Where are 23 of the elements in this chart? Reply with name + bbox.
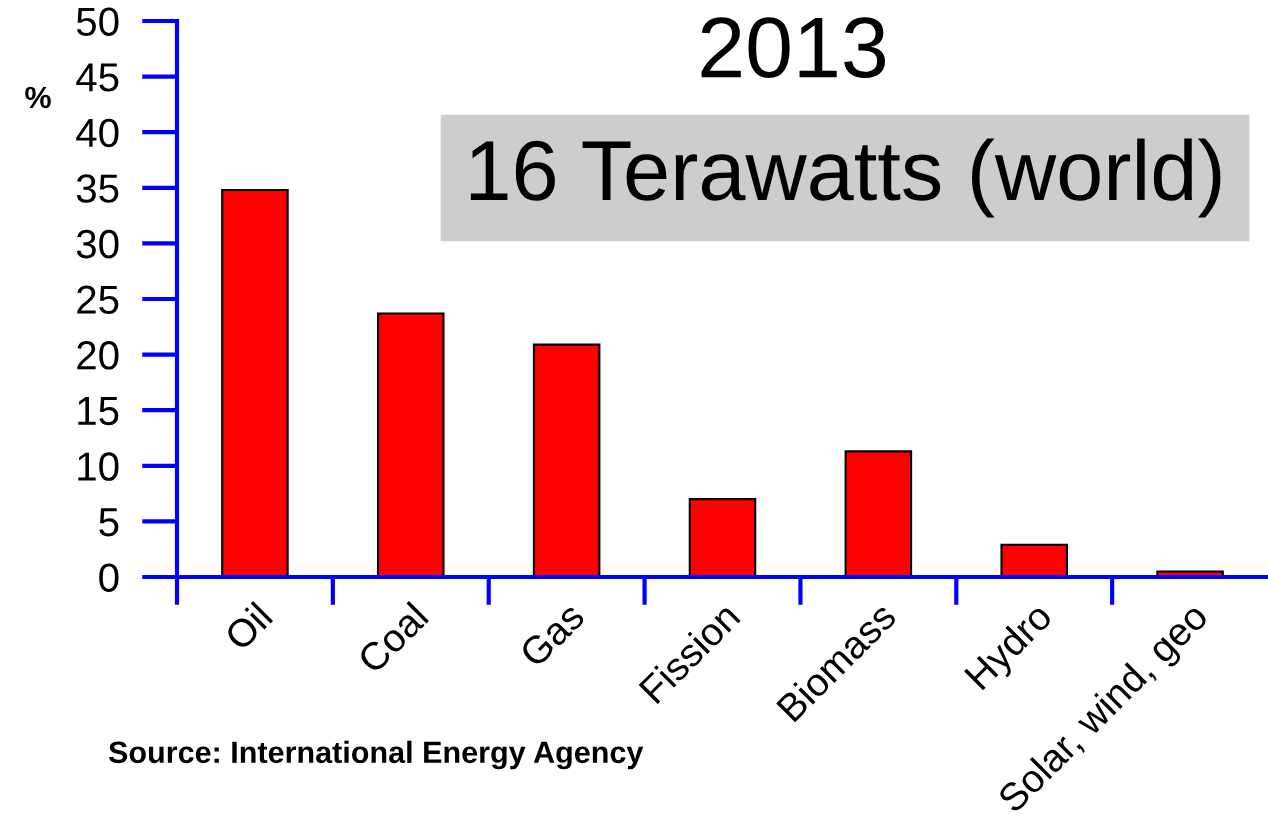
source-note: Source: International Energy Agency [108,740,644,770]
text: 16 Terawatts (world) [470,138,1221,218]
y-tick-label: 20 [77,341,119,370]
y-axis-title: % [25,86,51,109]
bar [1000,543,1068,577]
y-tick-label: 50 [76,7,119,36]
bar [221,188,289,577]
bar [532,343,601,577]
y-tick-label: 15 [78,397,119,426]
y-tick-label: 0 [99,563,119,592]
x-tick-label: Gas [518,600,586,669]
bar [688,498,757,577]
x-tick-label: Oil [222,601,274,652]
y-tick-label: 10 [78,452,119,481]
y-tick-label: 25 [77,285,119,314]
bar [844,450,913,577]
y-tick-label: 30 [76,229,119,259]
y-tick-label: 45 [76,63,119,92]
bar [377,312,445,577]
chart-title: 2013 [701,17,886,79]
y-tick-label: 35 [76,174,119,203]
y-tick-label: 40 [76,118,119,148]
y-tick-label: 5 [99,508,119,537]
